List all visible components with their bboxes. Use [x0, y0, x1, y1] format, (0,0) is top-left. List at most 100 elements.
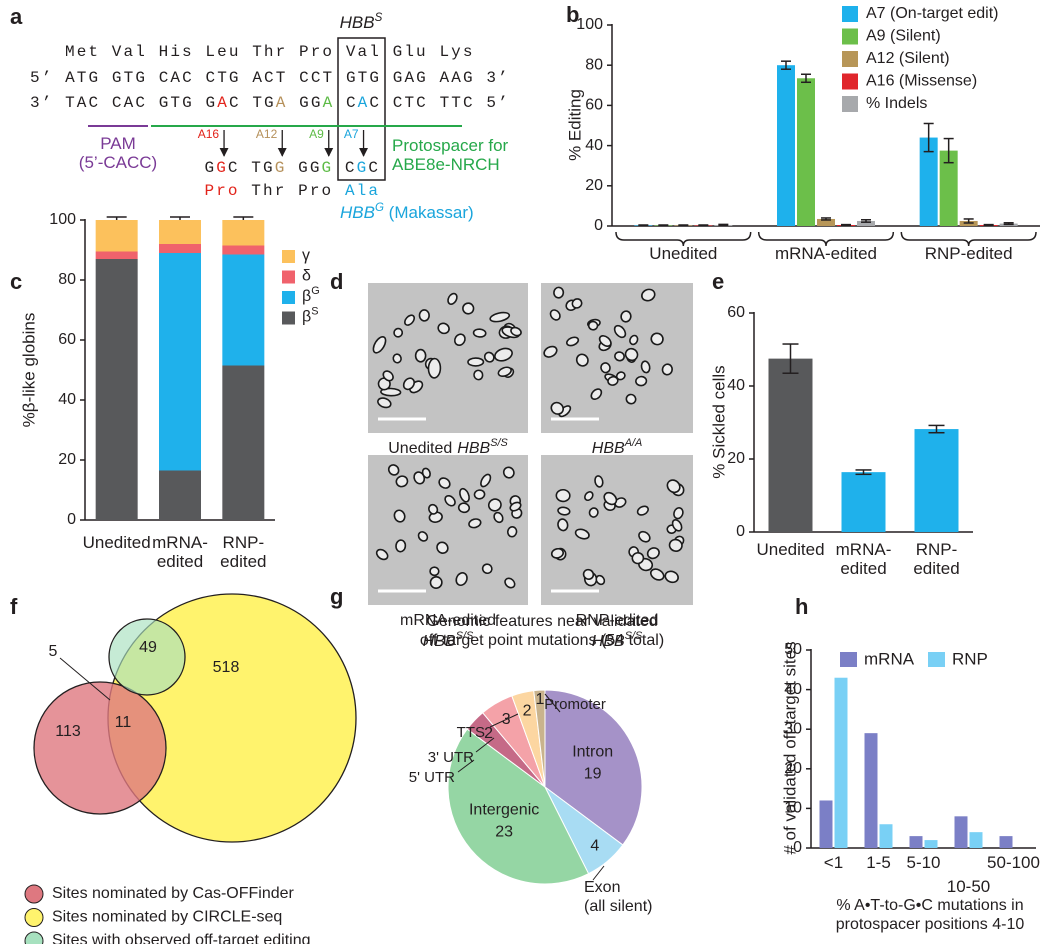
cell	[582, 568, 595, 581]
venn-count: 11	[115, 714, 132, 731]
legend-swatch	[842, 6, 858, 22]
leader-line	[457, 759, 475, 773]
cell	[414, 348, 427, 363]
cell	[429, 566, 440, 577]
protospacer-label: Protospacer for ABE8e-NRCH	[392, 136, 509, 174]
cell	[459, 487, 470, 503]
cell	[473, 369, 484, 381]
bar	[954, 816, 968, 848]
cell	[646, 547, 660, 560]
bar	[777, 65, 795, 226]
genotype-base: HBB	[457, 440, 490, 457]
cell	[506, 526, 518, 538]
legend-swatch	[282, 250, 295, 263]
cell	[595, 574, 606, 586]
cell	[624, 347, 639, 362]
cell	[393, 327, 404, 338]
cell	[497, 366, 512, 378]
codon-box	[337, 37, 386, 181]
genotype-sup: S/S	[456, 630, 474, 642]
legend-label: mRNA	[864, 649, 915, 668]
cell	[404, 314, 416, 326]
cell	[494, 347, 513, 362]
micrograph	[541, 283, 693, 433]
bottom-strand-part: C CTC TTC 5’	[369, 94, 509, 112]
bar-segment	[95, 220, 138, 252]
cell	[553, 286, 565, 299]
cell	[635, 375, 648, 387]
cell	[387, 464, 400, 476]
micrograph	[368, 455, 528, 605]
genotype-sup: S/S	[625, 630, 643, 642]
result-label-base: HBB	[340, 203, 375, 222]
x-tick-label-box: RNP- edited	[913, 540, 959, 578]
y-tick-label: 20	[727, 450, 745, 467]
bar	[909, 836, 923, 848]
cell	[395, 539, 407, 553]
error-bar	[923, 122, 934, 153]
cell	[483, 351, 495, 363]
x-tick-label: RNP- edited	[220, 533, 267, 571]
venn-circle	[108, 618, 186, 696]
cell	[588, 507, 599, 518]
cell	[421, 467, 431, 479]
legend-swatch	[24, 884, 44, 904]
y-tick-label: 80	[585, 56, 603, 73]
micrograph-caption: mRNA-edited	[400, 612, 496, 629]
panel-label: h	[795, 594, 808, 619]
legend-label: δ	[302, 268, 311, 285]
genotype: HBBS/S	[592, 630, 643, 650]
result-label-suffix: (Makassar)	[384, 203, 474, 222]
legend-swatch	[842, 96, 858, 112]
y-tick-label: 60	[585, 97, 603, 114]
bar-segment	[159, 244, 201, 253]
y-tick-label: 50	[784, 641, 802, 658]
bar-segment	[159, 220, 201, 244]
cell	[382, 370, 394, 382]
x-tick-label: RNP-edited	[924, 244, 1013, 263]
legend-swatch	[282, 270, 295, 284]
legend-label: βS	[302, 305, 318, 325]
venn-count: 113	[55, 723, 81, 740]
y-tick-label: 80	[58, 271, 76, 288]
slice-name: TTS	[457, 724, 485, 741]
micrograph-caption: Unedited HBBS/S	[388, 437, 508, 457]
y-tick-label: 0	[793, 839, 802, 856]
cell	[392, 353, 402, 364]
cell	[462, 302, 475, 315]
cell	[444, 494, 456, 507]
error-bar	[678, 224, 689, 227]
bar	[864, 733, 878, 848]
y-tick-label: 40	[585, 137, 603, 154]
edited-codons-part: G	[216, 159, 228, 177]
leader-line	[592, 865, 605, 881]
leader-line	[489, 713, 519, 728]
legend-swatch	[842, 51, 858, 67]
slice-value: 2	[484, 725, 493, 742]
slice-value: 23	[495, 824, 513, 841]
error-bar	[658, 224, 669, 227]
panel-label: c	[10, 269, 22, 294]
legend-swatch	[24, 931, 44, 944]
site-label: A12	[256, 127, 278, 141]
panel-label: f	[10, 594, 18, 619]
bar	[999, 836, 1013, 848]
cell	[673, 507, 684, 520]
cell	[575, 353, 589, 367]
cell	[438, 477, 451, 489]
legend-label: βG	[302, 285, 320, 305]
cell	[375, 548, 389, 561]
error-bar	[928, 424, 945, 434]
legend-label: γ	[302, 247, 310, 264]
pie-slice	[544, 689, 643, 846]
legend-label-base: γ	[302, 247, 310, 264]
error-bar	[963, 218, 974, 224]
slice-value: 4	[590, 838, 599, 855]
cell	[428, 503, 439, 515]
cell	[437, 322, 450, 335]
legend-label-sup: G	[311, 285, 319, 297]
edited-codons-part: G	[357, 159, 369, 177]
pam-label: PAM (5’-CACC)	[78, 134, 158, 172]
genotype: HBBS/S	[423, 630, 474, 650]
